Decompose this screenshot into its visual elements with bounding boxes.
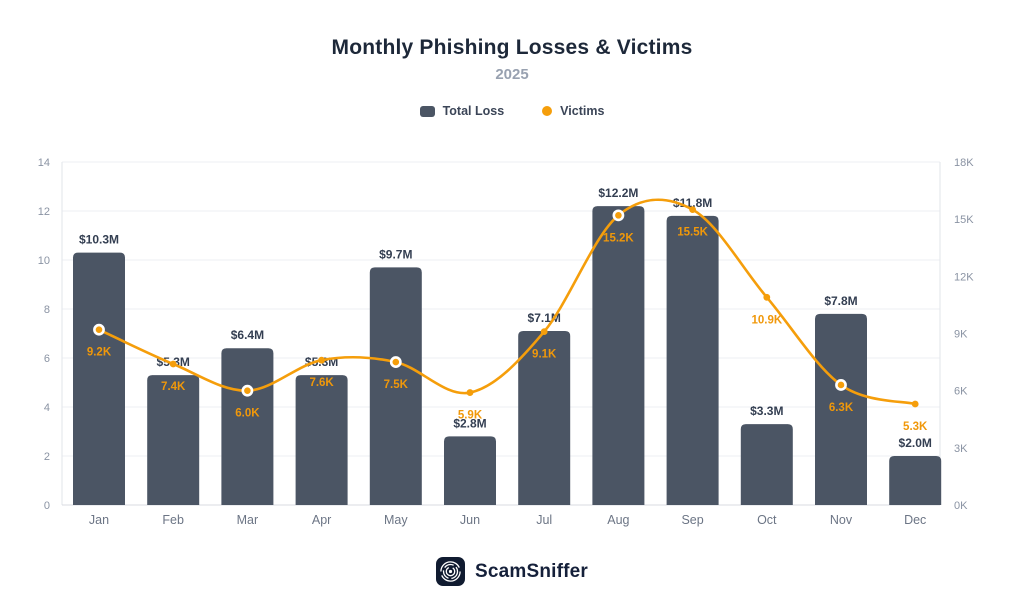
chart-subtitle: 2025: [495, 66, 529, 83]
victims-label-nov: 6.3K: [829, 402, 854, 414]
victims-label-sep: 15.5K: [677, 227, 708, 239]
right-tick-3k: 3K: [954, 443, 968, 455]
bar-mar: [221, 348, 274, 505]
victims-point-may: [389, 356, 402, 368]
month-label-may: May: [384, 513, 408, 527]
loss-label-aug: $12.2M: [598, 186, 638, 200]
month-label-aug: Aug: [607, 513, 629, 527]
month-label-nov: Nov: [830, 513, 853, 527]
brand-name: ScamSniffer: [474, 560, 589, 582]
victims-point-oct: [763, 293, 771, 301]
left-tick-10: 10: [38, 255, 50, 267]
legend-label-total-loss: Total Loss: [442, 104, 505, 118]
left-tick-2: 2: [44, 451, 50, 463]
brand-footer: ScamSniffer: [0, 557, 1024, 586]
bar-sep: [666, 215, 719, 505]
left-tick-12: 12: [38, 206, 50, 218]
victims-point-jan: [93, 323, 105, 336]
victims-label-dec: 5.3K: [903, 421, 928, 433]
left-tick-14: 14: [38, 157, 50, 169]
loss-label-sep: $11.8M: [673, 196, 712, 210]
month-label-jan: Jan: [89, 513, 109, 527]
month-label-mar: Mar: [237, 513, 259, 527]
victims-point-feb: [169, 360, 177, 368]
victims-point-nov: [835, 379, 847, 391]
victims-label-jan: 9.2K: [87, 347, 112, 359]
right-tick-0k: 0K: [954, 500, 968, 512]
victims-point-sep: [689, 206, 696, 214]
month-label-apr: Apr: [312, 513, 331, 527]
loss-label-oct: $3.3M: [750, 404, 783, 418]
scamsniffer-logo-icon: [435, 557, 465, 586]
victims-label-mar: 6.0K: [235, 408, 260, 420]
bar-feb: [147, 375, 200, 505]
bar-jun: [444, 436, 496, 505]
left-tick-6: 6: [44, 353, 50, 365]
left-tick-8: 8: [44, 304, 50, 316]
victims-label-feb: 7.4K: [161, 381, 186, 393]
month-label-dec: Dec: [904, 513, 926, 527]
victims-point-aug: [612, 209, 625, 222]
month-label-jul: Jul: [536, 513, 552, 527]
right-tick-9k: 9K: [954, 329, 968, 341]
left-tick-4: 4: [44, 402, 50, 414]
victims-label-jun: 5.9K: [458, 410, 483, 422]
radar-fingerprint-icon: [440, 561, 461, 582]
victims-point-mar: [241, 384, 254, 397]
victims-label-aug: 15.2K: [603, 232, 634, 244]
month-label-oct: Oct: [757, 513, 777, 527]
bar-apr: [295, 375, 348, 505]
victims-dot-icon: [542, 106, 553, 116]
bar-may: [369, 267, 422, 505]
right-tick-18k: 18K: [954, 157, 974, 169]
loss-label-nov: $7.8M: [824, 294, 857, 308]
victims-point-jun: [466, 389, 474, 396]
legend-item-total-loss: Total Loss: [419, 104, 505, 118]
left-tick-0: 0: [44, 500, 50, 512]
chart-title: Monthly Phishing Losses & Victims: [331, 36, 693, 59]
loss-label-jan: $10.3M: [79, 233, 119, 247]
victims-label-may: 7.5K: [384, 379, 409, 391]
bar-oct: [740, 424, 793, 505]
bar-aug: [592, 206, 645, 505]
bar-dec: [889, 456, 942, 505]
month-label-jun: Jun: [460, 513, 480, 527]
bar-jan: [73, 252, 125, 505]
chart-legend: Total Loss Victims: [0, 104, 1024, 118]
total-loss-swatch-icon: [419, 105, 435, 117]
loss-label-dec: $2.0M: [899, 436, 932, 450]
victims-label-apr: 7.6K: [309, 377, 334, 389]
month-label-sep: Sep: [681, 513, 703, 527]
loss-label-jun: $2.8M: [453, 416, 486, 430]
bar-nov: [815, 313, 867, 505]
victims-label-jul: 9.1K: [532, 349, 557, 361]
victims-point-dec: [911, 400, 919, 408]
legend-item-victims: Victims: [542, 104, 604, 118]
victims-label-oct: 10.9K: [751, 314, 782, 326]
month-label-feb: Feb: [162, 513, 184, 527]
right-tick-12k: 12K: [954, 271, 974, 283]
right-tick-15k: 15K: [954, 214, 974, 226]
legend-label-victims: Victims: [560, 104, 605, 118]
loss-label-mar: $6.4M: [231, 328, 264, 342]
bar-jul: [518, 331, 571, 505]
victims-point-apr: [318, 356, 325, 364]
right-tick-6k: 6K: [954, 386, 968, 398]
victims-point-jul: [540, 328, 548, 335]
loss-label-may: $9.7M: [379, 247, 412, 261]
